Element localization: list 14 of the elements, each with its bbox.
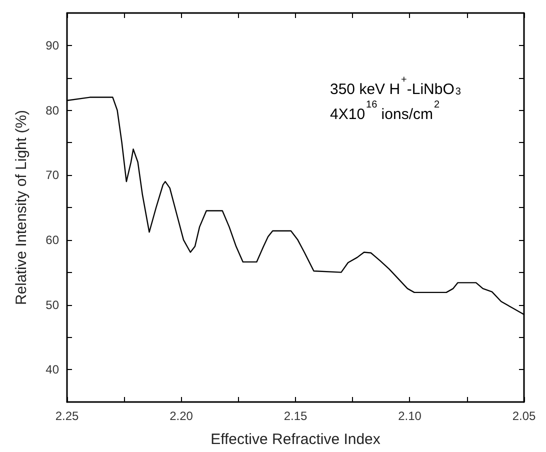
y-tick-label: 60	[46, 232, 60, 247]
x-tick-label: 2.10	[398, 409, 422, 423]
y-tick-label: 40	[46, 362, 60, 377]
x-tick-label: 2.15	[284, 409, 308, 423]
x-axis-title: Effective Refractive Index	[210, 431, 381, 448]
y-tick-label: 50	[46, 298, 60, 312]
y-axis-title: Relative Intensity of Light (%)	[13, 110, 30, 306]
x-tick-label: 2.20	[170, 409, 194, 423]
x-tick-label: 2.05	[512, 409, 536, 423]
annotation: 350 keV H+-LiNbO3	[330, 74, 462, 98]
y-tick-label: 90	[46, 38, 60, 52]
y-tick-label: 80	[46, 103, 60, 118]
y-tick-label: 70	[46, 168, 60, 182]
x-tick-label: 2.25	[55, 409, 79, 423]
